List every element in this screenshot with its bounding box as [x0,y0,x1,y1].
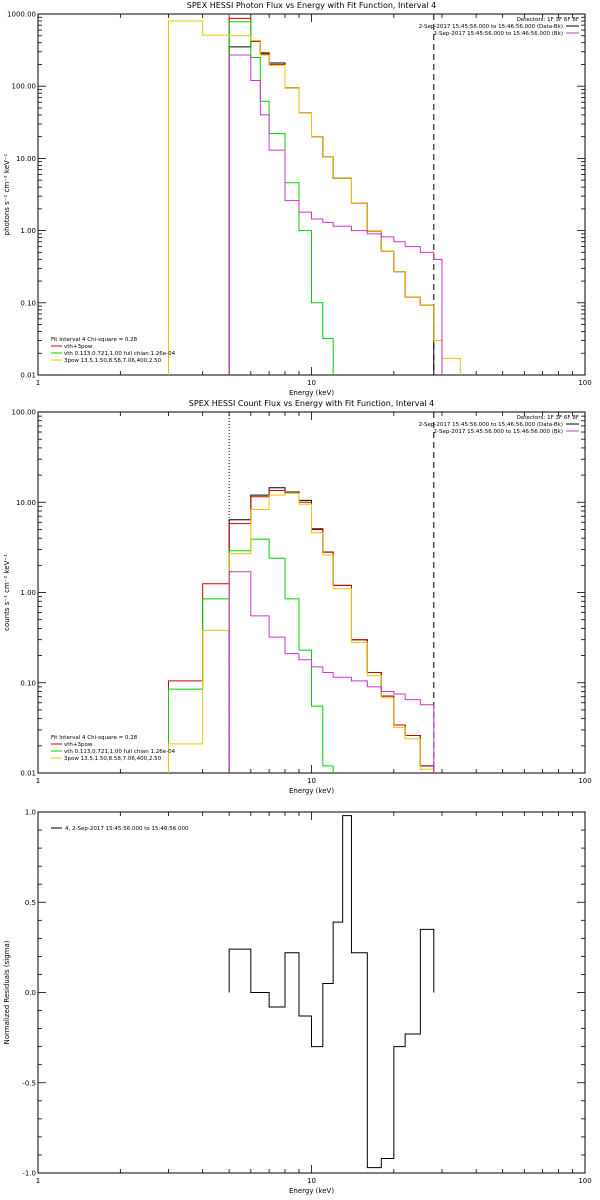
legend-entry-text: vth+3pow [64,344,93,350]
chart-title: SPEX HESSI Count Flux vs Energy with Fit… [189,399,434,408]
x-tick-label: 1 [36,379,40,387]
legend-fit-header: Fit Interval 4 Chi-square = 0.28 [51,337,138,343]
y-tick-label: 10.00 [16,155,36,163]
y-tick-label: 1000.00 [7,11,36,19]
x-tick-label: 10 [307,777,316,785]
y-axis-title: photons s⁻¹ cm⁻² keV⁻¹ [3,153,11,235]
legend-entry-text: vth 0.113,0.721,1.00 full chian 1.26e-04 [64,749,176,755]
series-bk [228,54,443,375]
series-vth [228,21,334,375]
legend-entry-text: 2-Sep-2017 15:45:56.000 to 15:46:56.000 … [434,31,564,37]
y-tick-label: 0.5 [25,899,36,907]
x-tick-label: 1 [36,777,40,785]
plot-frame [37,811,586,1174]
series-bk [228,571,435,773]
y-tick-label: 0.01 [20,372,36,380]
legend-detectors: Detectors: 1F 3F 6F 8F [517,415,579,421]
y-tick-label: 0.10 [20,679,36,687]
y-tick-label: 10.00 [16,499,36,507]
legend-entry-text: 3pow 13.5,1.50,8.58,7.06,400,2.50 [64,756,162,762]
chart-panel-1: SPEX HESSI Photon Flux vs Energy with Fi… [3,1,592,397]
series-vth-3pow [167,489,435,773]
legend-interval-text: 4, 2-Sep-2017 15:45:56.000 to 15:46:56.0… [65,826,189,832]
legend-entry-text: vth 0.113,0.721,1.00 full chian 1.26e-04 [64,351,176,357]
series-3pow [167,493,435,773]
y-axis-title: counts s⁻¹ cm⁻² keV⁻¹ [3,554,11,631]
legend-entry-text: 2-Sep-2017 15:45:56.000 to 15:46:56.000 … [434,429,564,435]
series-vth-3pow [228,17,443,375]
x-tick-label: 10 [307,379,316,387]
y-tick-label: 1.0 [25,809,36,817]
series-vth [167,538,334,773]
legend-entry-text: 2-Sep-2017 15:45:56.000 to 15:46:56.000 … [419,422,563,428]
chart-title: SPEX HESSI Photon Flux vs Energy with Fi… [187,1,437,10]
y-tick-label: 100.00 [12,409,37,417]
plot-frame [37,411,586,774]
chart-panel-3: 1 10 100 -1.0 -0.5 0.0 0.5 1.0 Energy (keV) Norma… [3,809,592,1196]
y-tick-label: 1.00 [20,589,36,597]
y-tick-label: -0.5 [22,1079,36,1087]
y-axis-title: Normalized Residuals (sigma) [3,940,11,1044]
series-3pow [167,20,461,375]
series-data [228,487,435,773]
legend-fit-header: Fit Interval 4 Chi-square = 0.28 [51,735,138,741]
x-tick-label: 100 [578,379,591,387]
legend-detectors: Detectors: 1F 3F 6F 8F [517,17,579,23]
legend-entry-text: 2-Sep-2017 15:45:56.000 to 15:46:56.000 … [419,24,563,30]
y-tick-label: 100.00 [12,83,37,91]
x-axis-title: Energy (keV) [289,389,334,397]
y-tick-label: 0.10 [20,299,36,307]
legend-entry-text: vth+3pow [64,742,93,748]
x-tick-label: 100 [578,777,591,785]
x-axis-title: Energy (keV) [289,1187,334,1195]
legend-entry-text: 3pow 13.5,1.50,8.58,7.06,400,2.50 [64,358,162,364]
x-axis-title: Energy (keV) [289,787,334,795]
chart-panel-2: SPEX HESSI Count Flux vs Energy with Fit… [3,399,592,795]
y-tick-label: 1.00 [20,227,36,235]
series-residuals [228,815,435,1169]
x-tick-label: 10 [307,1177,316,1185]
y-tick-label: 0.01 [20,770,36,778]
y-tick-label: 0.0 [25,989,36,997]
x-tick-label: 1 [36,1177,40,1185]
plot-frame [37,13,586,376]
y-tick-label: -1.0 [22,1170,36,1178]
x-tick-label: 100 [578,1177,591,1185]
